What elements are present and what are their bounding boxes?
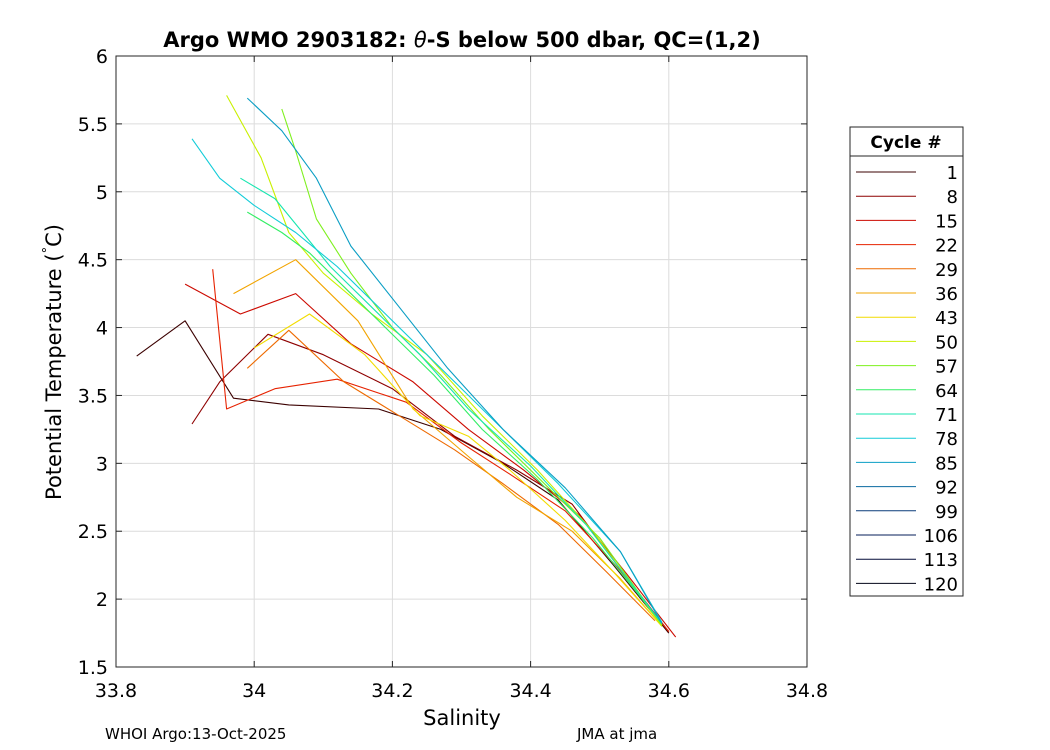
legend-entry-label: 22 (935, 236, 958, 257)
plot-frame (115, 55, 808, 668)
series-line (212, 269, 670, 633)
legend-entry-label: 85 (935, 453, 958, 474)
x-tick-label: 34.8 (786, 680, 828, 702)
series-line (240, 177, 663, 624)
legend-entry-label: 71 (935, 405, 958, 426)
plot-area (116, 56, 807, 667)
y-tick-label: 4 (96, 318, 108, 340)
legend: Cycle # 1 8 15 22 29 36 43 50 57 64 71 78 85 92 99 106 1… (849, 126, 964, 597)
x-tick-label: 34.4 (509, 680, 551, 702)
legend-entry-label: 78 (935, 429, 958, 450)
series-line (246, 97, 663, 624)
legend-entry-label: 1 (947, 163, 958, 184)
series-lines (136, 95, 677, 638)
series-line (253, 313, 663, 627)
x-axis-label: Salinity (423, 706, 501, 730)
legend-entry-label: 120 (924, 574, 958, 595)
y-tick-label: 3.5 (78, 385, 108, 407)
footer-left-credit: WHOI Argo:13-Oct-2025 (105, 725, 287, 743)
legend-entry-label: 8 (947, 187, 958, 208)
legend-entry-label: 15 (935, 211, 958, 232)
series-line (247, 211, 663, 624)
series-line (246, 329, 656, 622)
legend-entry-label: 36 (935, 284, 958, 305)
y-tick-label: 2 (96, 589, 108, 611)
y-axis-label: Potential Temperature (°C) (41, 224, 66, 500)
legend-entry-label: 92 (935, 478, 958, 499)
y-tick-label: 6 (96, 46, 108, 68)
x-tick-label: 34.6 (648, 680, 690, 702)
series-line (191, 138, 663, 623)
x-tick-label: 33.8 (95, 680, 137, 702)
axis-ticks: 33.8 34 34.2 34.4 34.6 34.8 1.5 2 2.5 3 3.5 4 4.5 5 5.… (78, 46, 828, 702)
legend-entry-label: 106 (924, 526, 958, 547)
legend-title: Cycle # (870, 133, 941, 153)
chart-title: Argo WMO 2903182: θ-S below 500 dbar, QC… (163, 28, 760, 52)
y-tick-label: 4.5 (78, 250, 108, 272)
y-tick-label: 2.5 (78, 521, 108, 543)
grid-lines (115, 55, 808, 668)
footer-right-credit: JMA at jma (577, 725, 658, 743)
y-tick-label: 1.5 (78, 657, 108, 679)
x-tick-label: 34 (242, 680, 266, 702)
legend-entry-label: 99 (935, 502, 958, 523)
legend-entry-label: 43 (935, 308, 958, 329)
legend-entry-label: 113 (924, 550, 958, 571)
y-tick-label: 5.5 (78, 114, 108, 136)
legend-entry-label: 29 (935, 260, 958, 281)
legend-entry-label: 57 (935, 357, 958, 378)
x-tick-label: 34.2 (371, 680, 413, 702)
legend-box (849, 126, 964, 597)
y-tick-label: 3 (96, 453, 108, 475)
y-tick-label: 5 (96, 182, 108, 204)
legend-entry-label: 64 (935, 381, 958, 402)
legend-entry-label: 50 (935, 332, 958, 353)
